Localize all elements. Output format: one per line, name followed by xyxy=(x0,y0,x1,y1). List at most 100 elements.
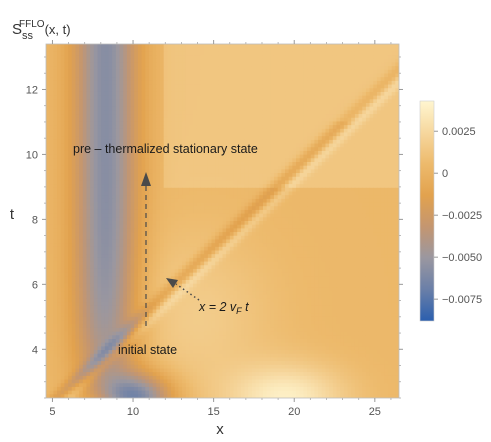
heatmap-cell xyxy=(60,213,65,218)
heatmap-cell xyxy=(259,44,264,49)
heatmap-cell xyxy=(340,114,345,119)
heatmap-cell xyxy=(104,117,110,123)
heatmap-cell xyxy=(196,80,202,86)
heatmap-cell xyxy=(123,147,128,152)
heatmap-cell xyxy=(79,125,84,130)
heatmap-cell xyxy=(384,132,389,137)
heatmap-cell xyxy=(325,228,330,233)
heatmap-cell xyxy=(262,99,268,104)
heatmap-cell xyxy=(347,132,352,137)
heatmap-cell xyxy=(347,221,352,226)
heatmap-cell xyxy=(340,88,345,93)
heatmap-cell xyxy=(332,80,338,86)
heatmap-cell xyxy=(285,165,290,170)
heatmap-cell xyxy=(167,198,172,204)
heatmap-cell xyxy=(369,99,374,104)
heatmap-cell xyxy=(395,228,399,233)
heatmap-cell xyxy=(248,106,253,111)
heatmap-cell xyxy=(134,147,139,152)
heatmap-cell xyxy=(178,187,183,193)
heatmap-cell xyxy=(71,55,77,60)
heatmap-cell xyxy=(64,99,69,104)
heatmap-cell xyxy=(351,95,356,100)
heatmap-cell xyxy=(380,51,385,56)
heatmap-cell xyxy=(310,121,316,126)
heatmap-cell xyxy=(281,139,286,145)
heatmap-cell xyxy=(273,198,279,204)
heatmap-cell xyxy=(307,103,312,108)
heatmap-cell xyxy=(115,202,121,207)
heatmap-cell xyxy=(152,51,157,56)
heatmap-cell xyxy=(292,139,297,145)
heatmap-cell xyxy=(49,158,54,163)
heatmap-cell xyxy=(215,173,220,178)
heatmap-cell xyxy=(167,91,172,97)
heatmap-cell xyxy=(285,117,290,123)
heatmap-cell xyxy=(145,150,150,156)
heatmap-cell xyxy=(362,132,367,137)
heatmap-cell xyxy=(137,88,143,93)
heatmap-cell xyxy=(178,84,183,89)
heatmap-cell xyxy=(285,232,290,237)
heatmap-cell xyxy=(46,128,51,134)
heatmap-cell xyxy=(182,103,187,108)
heatmap-cell xyxy=(373,117,378,123)
heatmap-cell xyxy=(373,213,378,218)
heatmap-cell xyxy=(185,77,191,82)
heatmap-cell xyxy=(262,106,268,111)
heatmap-cell xyxy=(299,136,304,141)
heatmap-cell xyxy=(163,125,168,130)
heatmap-cell xyxy=(159,103,165,108)
heatmap-cell xyxy=(215,180,220,185)
heatmap-cell xyxy=(222,66,227,71)
heatmap-cell xyxy=(145,224,150,229)
heatmap-cell xyxy=(351,191,356,196)
heatmap-cell xyxy=(340,47,345,52)
heatmap-cell xyxy=(215,221,220,226)
heatmap-cell xyxy=(130,58,135,64)
heatmap-cell xyxy=(115,228,121,233)
heatmap-cell xyxy=(193,66,198,71)
heatmap-cell xyxy=(108,213,113,218)
heatmap-cell xyxy=(163,88,168,93)
heatmap-cell xyxy=(126,176,132,182)
heatmap-cell xyxy=(281,221,286,226)
heatmap-cell xyxy=(229,128,235,134)
heatmap-cell xyxy=(270,221,275,226)
heatmap-cell xyxy=(115,217,121,222)
heatmap-cell xyxy=(79,198,84,204)
heatmap-cell xyxy=(387,143,393,148)
heatmap-cell xyxy=(251,180,257,185)
heatmap-cell xyxy=(200,165,205,170)
heatmap-cell xyxy=(351,154,356,159)
heatmap-cell xyxy=(240,139,246,145)
heatmap-cell xyxy=(79,232,84,237)
heatmap-cell xyxy=(285,114,290,119)
heatmap-cell xyxy=(391,191,396,196)
heatmap-cell xyxy=(182,217,187,222)
heatmap-cell xyxy=(292,88,297,93)
heatmap-cell xyxy=(104,176,110,182)
heatmap-cell xyxy=(159,73,165,78)
heatmap-cell xyxy=(141,106,146,111)
heatmap-cell xyxy=(200,187,205,193)
heatmap-cell xyxy=(167,132,172,137)
heatmap-cell xyxy=(266,73,271,78)
heatmap-cell xyxy=(325,99,330,104)
heatmap-cell xyxy=(79,62,84,67)
heatmap-cell xyxy=(46,139,51,145)
heatmap-cell xyxy=(329,173,334,178)
heatmap-cell xyxy=(384,88,389,93)
heatmap-cell xyxy=(57,209,62,215)
heatmap-cell xyxy=(266,128,271,134)
heatmap-cell xyxy=(391,62,396,67)
heatmap-cell xyxy=(384,121,389,126)
heatmap-cell xyxy=(167,228,172,233)
heatmap-cell xyxy=(79,114,84,119)
heatmap-cell xyxy=(46,132,51,137)
heatmap-cell xyxy=(240,136,246,141)
heatmap-cell xyxy=(266,187,271,193)
heatmap-cell xyxy=(101,77,106,82)
heatmap-cell xyxy=(145,217,150,222)
heatmap-cell xyxy=(148,209,154,215)
